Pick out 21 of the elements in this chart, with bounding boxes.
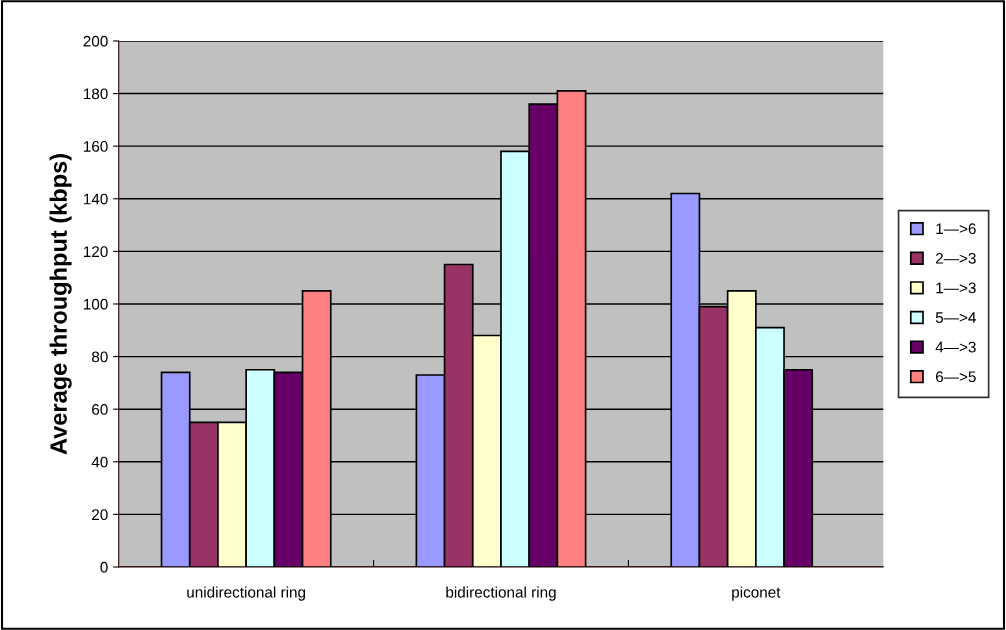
y-tick-label: 80 <box>91 351 108 363</box>
y-tick-label: 40 <box>91 456 108 468</box>
legend-label: 1—>6 <box>936 223 976 235</box>
legend-label: 6—>5 <box>935 371 976 383</box>
y-tick-label: 60 <box>92 404 108 415</box>
y-tick-label: 0 <box>100 561 108 573</box>
x-tick-label: bidirectional ring <box>446 586 556 601</box>
y-tick-label: 100 <box>83 298 108 310</box>
x-tick-label: unidirectional ring <box>187 586 306 601</box>
y-tick-label: 160 <box>83 141 108 152</box>
y-axis-title: Average throughput (kbps) <box>49 154 72 455</box>
legend-label: 5—>4 <box>935 312 976 323</box>
legend-label: 2—>3 <box>935 252 976 264</box>
y-tick-label: 120 <box>83 246 108 258</box>
y-tick-label: 200 <box>83 35 108 47</box>
legend-label: 4—>3 <box>935 341 976 353</box>
y-tick-label: 20 <box>92 509 108 521</box>
y-tick-label: 140 <box>83 193 108 205</box>
x-tick-label: piconet <box>732 586 781 601</box>
legend-label: 1—>3 <box>936 282 976 294</box>
y-tick-label: 180 <box>83 88 108 100</box>
